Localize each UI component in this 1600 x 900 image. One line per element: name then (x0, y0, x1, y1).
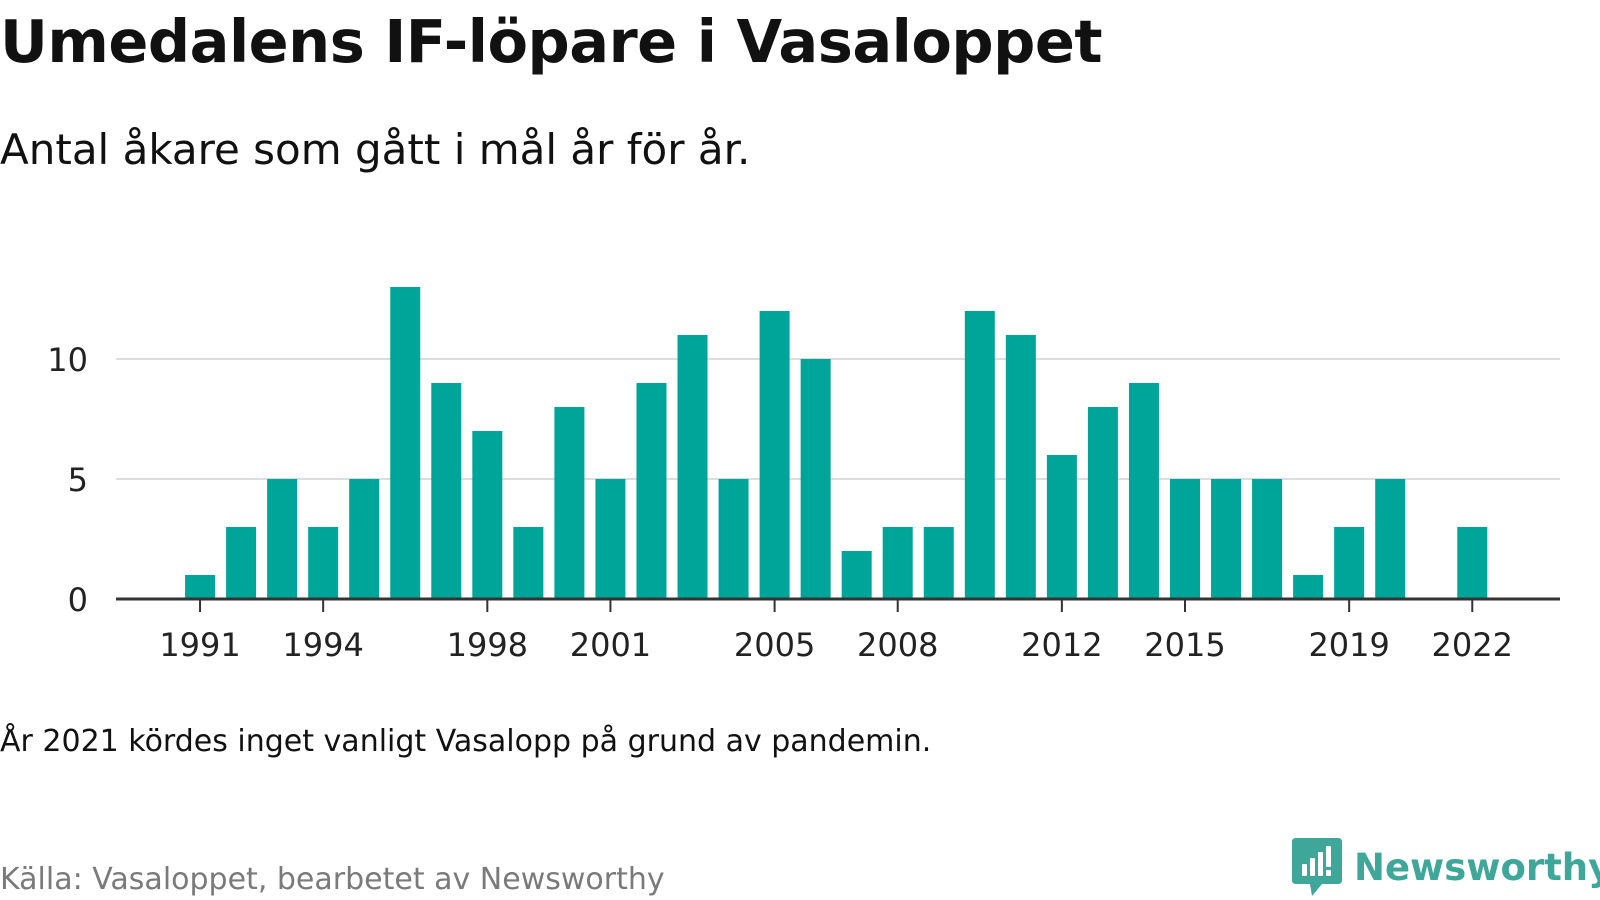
newsworthy-logo-icon (1292, 838, 1342, 896)
x-tick-label: 2022 (1432, 626, 1513, 664)
bar-2004 (718, 479, 749, 599)
bar-1996 (390, 287, 421, 599)
bars (185, 287, 1488, 599)
bar-2020 (1375, 479, 1406, 599)
bar-1997 (431, 383, 462, 599)
bar-2007 (841, 551, 872, 599)
bar-2019 (1334, 527, 1365, 599)
x-tick-label: 2005 (734, 626, 815, 664)
bar-1999 (513, 527, 544, 599)
bar-2011 (1005, 335, 1036, 599)
bar-2015 (1170, 479, 1200, 599)
x-tick-label: 1994 (282, 626, 363, 664)
bar-2001 (595, 479, 626, 599)
bar-2002 (636, 383, 667, 599)
gridlines (116, 358, 1560, 480)
bar-2008 (882, 527, 913, 599)
y-tick-label: 0 (68, 581, 88, 619)
source-credit: Källa: Vasaloppet, bearbetet av Newswort… (0, 862, 665, 897)
bar-2000 (554, 407, 585, 599)
bar-2013 (1087, 407, 1118, 599)
bar-2012 (1046, 455, 1077, 599)
x-axis-labels: 1991 1994 1998 2001 2005 2008 2012 2015 2019 2022 (159, 626, 1513, 664)
y-tick-label: 10 (47, 341, 88, 379)
bar-2005 (759, 311, 790, 599)
y-tick-label: 5 (68, 461, 88, 499)
bar-1992 (226, 527, 257, 599)
bar-2016 (1211, 479, 1242, 599)
bar-1991 (185, 575, 216, 599)
bar-2010 (964, 311, 995, 599)
x-axis (116, 597, 1560, 612)
x-tick-label: 1991 (159, 626, 240, 664)
x-tick-label: 2019 (1308, 626, 1389, 664)
bar-2014 (1128, 383, 1159, 599)
x-tick-label: 1998 (447, 626, 528, 664)
bar-1994 (308, 527, 339, 599)
x-tick-label: 2012 (1021, 626, 1102, 664)
y-axis-labels: 0 5 10 (47, 341, 88, 619)
bar-2022 (1457, 527, 1488, 599)
x-tick-label: 2015 (1144, 626, 1225, 664)
chart-title: Umedalens IF-löpare i Vasaloppet (0, 7, 1103, 76)
chart-note: År 2021 kördes inget vanligt Vasalopp på… (0, 724, 932, 759)
bar-2017 (1252, 479, 1283, 599)
bar-2018 (1293, 575, 1324, 599)
brand-name: Newsworthy (1354, 846, 1600, 889)
chart-subtitle: Antal åkare som gått i mål år för år. (0, 125, 751, 174)
bar-1993 (267, 479, 298, 599)
x-tick-label: 2001 (570, 626, 651, 664)
bar-1995 (349, 479, 380, 599)
newsworthy-logo: Newsworthy (1292, 838, 1600, 898)
x-tick-label: 2008 (857, 626, 938, 664)
bar-1998 (472, 431, 503, 599)
bar-2006 (800, 359, 831, 599)
bar-2003 (677, 335, 708, 599)
bar-2009 (923, 527, 954, 599)
